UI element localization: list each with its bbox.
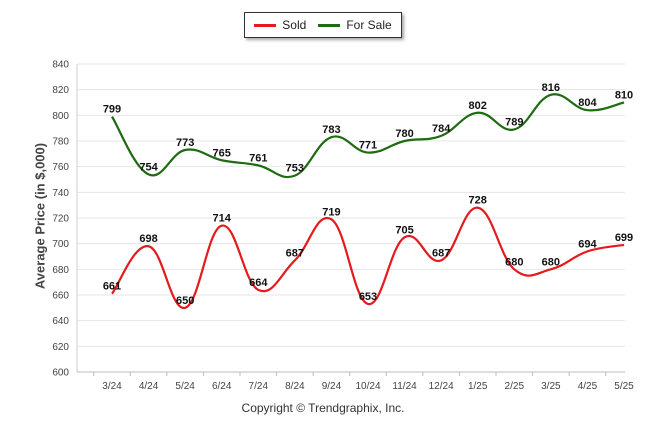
y-tick-label: 660	[52, 291, 69, 302]
y-tick-label: 640	[52, 316, 69, 327]
legend-item-sold[interactable]: Sold	[254, 18, 306, 32]
data-label-sold: 687	[432, 247, 450, 259]
data-label-sold: 653	[359, 291, 377, 303]
series-line-for-sale	[111, 93, 625, 179]
x-tick-label: 6/24	[212, 381, 232, 392]
data-label-sold: 650	[176, 295, 194, 307]
data-label-for-sale: 789	[505, 116, 523, 128]
x-tick-label: 10/24	[355, 381, 380, 392]
data-label-for-sale: 816	[542, 82, 560, 94]
data-label-for-sale: 754	[139, 161, 158, 173]
y-tick-label: 780	[52, 137, 69, 148]
y-tick-label: 800	[52, 111, 69, 122]
x-tick-label: 11/24	[392, 381, 417, 392]
y-tick-label: 700	[52, 239, 69, 250]
y-tick-label: 740	[52, 188, 69, 199]
data-label-for-sale: 799	[103, 104, 121, 116]
x-tick-label: 7/24	[249, 381, 269, 392]
data-label-for-sale: 761	[249, 152, 267, 164]
data-label-sold: 714	[213, 213, 232, 225]
y-tick-label: 680	[52, 265, 69, 276]
x-tick-label: 12/24	[429, 381, 454, 392]
y-tick-label: 760	[52, 162, 69, 173]
data-label-sold: 728	[469, 195, 487, 207]
x-tick-label: 9/24	[322, 381, 342, 392]
data-label-for-sale: 780	[395, 128, 413, 140]
data-label-for-sale: 802	[469, 100, 487, 112]
data-label-sold: 661	[103, 281, 121, 293]
data-label-sold: 664	[249, 277, 268, 289]
data-label-for-sale: 783	[322, 124, 340, 136]
copyright-text: Copyright © Trendgraphix, Inc.	[241, 401, 405, 415]
y-tick-label: 620	[52, 342, 69, 353]
x-tick-label: 1/25	[468, 381, 488, 392]
data-label-for-sale: 771	[359, 140, 377, 152]
legend-label-sold: Sold	[282, 18, 307, 32]
x-tick-label: 5/25	[614, 381, 634, 392]
data-label-for-sale: 784	[432, 123, 451, 135]
data-label-for-sale: 804	[578, 97, 597, 109]
legend-swatch-sold	[254, 23, 277, 27]
legend: Sold For Sale	[244, 12, 402, 38]
x-tick-label: 5/24	[175, 381, 195, 392]
x-tick-label: 2/25	[505, 381, 525, 392]
legend-swatch-for-sale	[318, 23, 341, 27]
y-tick-label: 600	[52, 368, 69, 379]
legend-item-for-sale[interactable]: For Sale	[318, 18, 392, 32]
data-label-sold: 687	[286, 247, 304, 259]
data-label-sold: 698	[139, 233, 157, 245]
data-label-sold: 705	[395, 224, 413, 236]
data-label-for-sale: 753	[286, 163, 304, 175]
x-tick-label: 4/24	[139, 381, 159, 392]
data-label-sold: 699	[615, 232, 633, 244]
y-tick-label: 820	[52, 85, 69, 96]
data-label-for-sale: 773	[176, 137, 194, 149]
legend-label-for-sale: For Sale	[346, 18, 392, 32]
data-label-for-sale: 765	[213, 147, 231, 159]
y-tick-label: 840	[52, 60, 69, 71]
x-tick-label: 3/24	[102, 381, 122, 392]
data-label-sold: 680	[542, 256, 560, 268]
x-tick-label: 3/25	[541, 381, 561, 392]
x-tick-label: 4/25	[578, 381, 598, 392]
series-line-sold	[111, 206, 625, 309]
data-label-sold: 680	[505, 256, 523, 268]
data-label-sold: 694	[578, 238, 597, 250]
data-label-sold: 719	[322, 206, 340, 218]
y-tick-label: 720	[52, 214, 69, 225]
x-tick-label: 8/24	[285, 381, 305, 392]
data-label-for-sale: 810	[615, 90, 633, 102]
